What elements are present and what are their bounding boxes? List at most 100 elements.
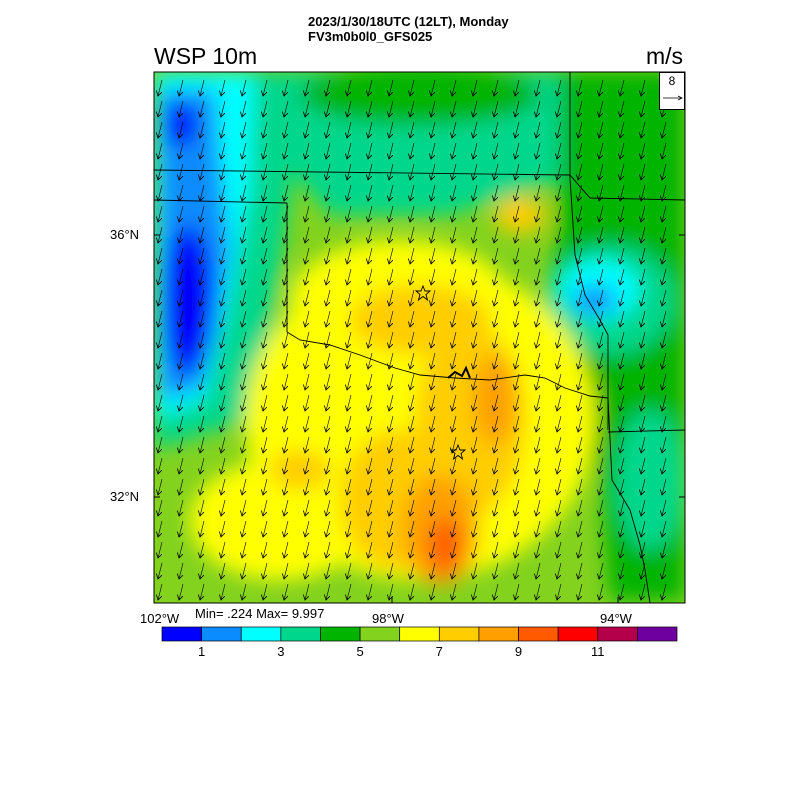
wind-vector: [599, 142, 604, 159]
wind-vector: [326, 373, 331, 390]
wind-vector: [200, 562, 205, 579]
wind-vector: [158, 394, 163, 411]
wind-vector: [221, 562, 226, 579]
wind-vector: [221, 100, 226, 117]
wind-vector: [305, 163, 310, 180]
wind-vector: [179, 394, 184, 411]
wind-vector: [515, 247, 520, 264]
wind-vector: [221, 268, 226, 285]
wind-vector: [578, 142, 583, 159]
wind-vector: [431, 310, 436, 327]
wind-vector: [515, 436, 520, 453]
wind-vector: [347, 247, 352, 264]
wind-vector: [242, 163, 247, 180]
wind-vector: [641, 310, 646, 327]
wind-vector: [578, 394, 583, 411]
wind-vector: [620, 373, 625, 390]
wind-vector: [431, 520, 436, 537]
wind-vector: [641, 121, 646, 138]
lat-label-36n: 36°N: [110, 227, 140, 242]
wind-vector: [641, 289, 646, 306]
wind-vector: [326, 121, 331, 138]
wind-vector: [515, 100, 520, 117]
wind-vector: [242, 583, 247, 600]
wind-vector: [326, 436, 331, 453]
wind-vector: [431, 331, 436, 348]
wind-vector: [263, 226, 268, 243]
wind-vector: [557, 394, 562, 411]
wind-vector: [452, 100, 457, 117]
wind-vector: [305, 541, 310, 558]
wind-vector: [200, 478, 205, 495]
wind-vector: [179, 310, 184, 327]
wind-vector: [410, 394, 415, 411]
wind-vector: [179, 163, 184, 180]
wind-vector: [599, 499, 604, 516]
wind-vector: [410, 247, 415, 264]
wind-vector: [578, 478, 583, 495]
wind-vector: [242, 457, 247, 474]
wind-vector: [263, 247, 268, 264]
wind-vector: [641, 373, 646, 390]
wind-vector: [452, 499, 457, 516]
wind-vector: [305, 373, 310, 390]
wind-vector: [389, 331, 394, 348]
wind-vector: [494, 268, 499, 285]
wind-vector: [431, 394, 436, 411]
wind-vector: [263, 352, 268, 369]
wind-vector: [326, 583, 331, 600]
wind-vector: [305, 268, 310, 285]
wind-vector: [641, 184, 646, 201]
wind-vector: [347, 562, 352, 579]
wind-vector: [641, 100, 646, 117]
wind-vector: [557, 583, 562, 600]
wind-vector: [200, 310, 205, 327]
wind-vector: [557, 247, 562, 264]
wind-vector: [494, 394, 499, 411]
wind-vector: [242, 100, 247, 117]
wind-vector: [599, 562, 604, 579]
wind-vector: [473, 310, 478, 327]
wind-vector: [536, 205, 541, 222]
wind-vector: [221, 289, 226, 306]
wind-vector: [452, 373, 457, 390]
wind-vector: [221, 121, 226, 138]
wind-vector: [473, 331, 478, 348]
wind-vector: [179, 268, 184, 285]
wind-vector: [263, 562, 268, 579]
wind-vector: [242, 415, 247, 432]
wind-vector: [389, 415, 394, 432]
wind-vector: [536, 310, 541, 327]
wind-vector: [599, 352, 604, 369]
wind-vector: [326, 247, 331, 264]
colorbar-swatch: [637, 626, 678, 642]
wind-vector: [620, 268, 625, 285]
wind-vector: [347, 142, 352, 159]
wind-vector: [305, 394, 310, 411]
wind-vector: [494, 562, 499, 579]
wind-vector: [221, 499, 226, 516]
wind-vector: [641, 394, 646, 411]
colorbar-swatch: [518, 626, 559, 642]
wind-vector: [557, 520, 562, 537]
wind-vector: [599, 310, 604, 327]
wind-vector: [326, 478, 331, 495]
wind-vector: [452, 562, 457, 579]
wind-vector: [284, 226, 289, 243]
wind-vector: [494, 247, 499, 264]
wind-vector: [452, 142, 457, 159]
wind-vector: [326, 268, 331, 285]
wind-vector: [284, 520, 289, 537]
wind-vector: [326, 457, 331, 474]
colorbar-swatch: [438, 626, 480, 642]
wind-vector: [599, 247, 604, 264]
variable-label: WSP 10m: [154, 43, 258, 69]
wind-vector: [557, 331, 562, 348]
wind-vector: [389, 373, 394, 390]
wind-vector: [263, 394, 268, 411]
wind-vector: [557, 562, 562, 579]
wind-vector: [494, 184, 499, 201]
wind-vector: [263, 541, 268, 558]
wind-vector: [578, 436, 583, 453]
